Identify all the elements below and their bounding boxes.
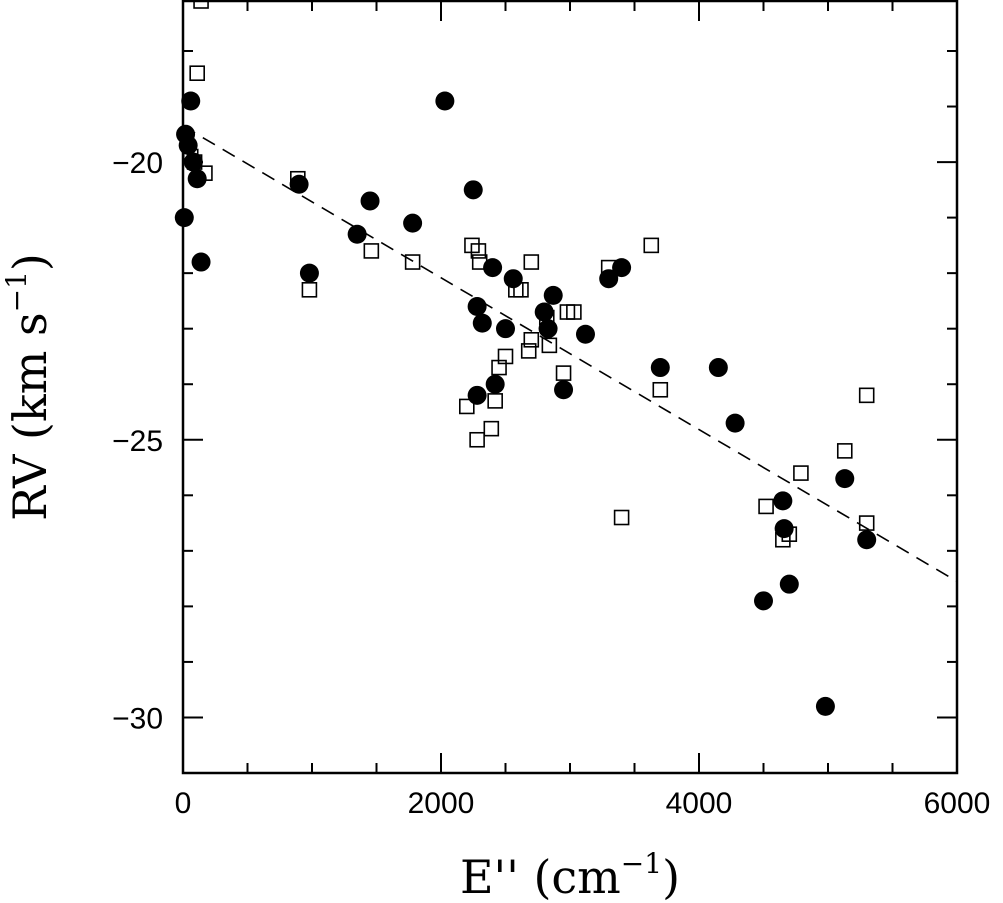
- open-square-point: [555, 365, 572, 381]
- open-square-point: [541, 337, 558, 354]
- axis-ticks: [182, 1, 958, 774]
- filled-circle-point: [543, 285, 563, 305]
- open-square-point: [487, 393, 503, 409]
- open-square-point: [471, 254, 488, 270]
- y-tick-label: −30: [112, 702, 163, 735]
- filled-circle-point: [467, 296, 487, 316]
- open-square-point: [513, 282, 529, 298]
- filled-circle-point: [191, 252, 211, 272]
- filled-circle-point: [725, 413, 745, 433]
- open-square-point: [290, 170, 306, 187]
- y-tick-label: −25: [112, 425, 163, 458]
- x-axis-title: E'' (cm−1): [460, 847, 680, 903]
- filled-circle-point: [815, 696, 835, 716]
- filled-circle-point: [554, 380, 574, 400]
- open-square-point: [483, 420, 500, 437]
- open-square-point: [566, 304, 582, 320]
- open-square-point: [458, 398, 475, 415]
- filled-circle-point: [575, 324, 595, 344]
- filled-circle-point: [857, 530, 877, 550]
- open-square-point: [643, 237, 660, 254]
- filled-circle-point: [181, 91, 201, 111]
- filled-circle-point: [289, 174, 309, 194]
- open-square-point: [858, 515, 875, 531]
- open-square-point: [363, 243, 380, 259]
- open-square-point: [613, 509, 630, 526]
- open-square-point: [758, 498, 774, 515]
- filled-circle-point: [534, 302, 554, 322]
- filled-circle-point: [435, 91, 455, 111]
- open-square-point: [470, 243, 487, 259]
- y-axis-title: RV (km s−1): [0, 253, 57, 521]
- trend-fit-line: [182, 125, 958, 583]
- filled-circle-point: [708, 358, 728, 378]
- open-square-point: [600, 259, 617, 276]
- filled-circle-point: [178, 135, 198, 155]
- open-square-point: [523, 331, 540, 348]
- open-square-point: [858, 387, 875, 404]
- tick-labels: 0 2000 4000 6000 −20 −25 −30: [112, 147, 990, 820]
- open-square-point: [836, 443, 853, 459]
- open-square-point: [538, 309, 555, 326]
- filled-circle-point: [347, 224, 367, 244]
- x-tick-label: 6000: [924, 787, 991, 820]
- open-square-point: [781, 526, 798, 542]
- open-square-point: [182, 148, 199, 165]
- filled-circle-point: [174, 208, 194, 228]
- open-square-point: [652, 381, 669, 398]
- filled-circle-point: [483, 258, 503, 278]
- open-square-point: [193, 0, 209, 9]
- x-tick-label: 2000: [408, 787, 475, 820]
- filled-circle-point: [463, 180, 483, 200]
- filled-circle-point: [496, 319, 515, 339]
- x-tick-label: 0: [175, 787, 192, 820]
- filled-circle-point: [485, 374, 505, 394]
- filled-circle-point: [467, 385, 487, 405]
- open-square-point: [197, 165, 213, 181]
- open-square-point: [186, 154, 203, 170]
- x-tick-label: 4000: [666, 787, 733, 820]
- filled-circle-point: [538, 319, 558, 339]
- open-square-point: [497, 348, 514, 365]
- filled-circle-point: [754, 591, 773, 611]
- filled-circle-point: [403, 213, 423, 233]
- filled-circle-point: [472, 313, 492, 333]
- open-square-point: [523, 254, 540, 270]
- filled-circle-point: [650, 358, 670, 378]
- filled-circle-point: [360, 191, 380, 211]
- open-square-point: [520, 343, 537, 359]
- data-points: [174, 0, 877, 716]
- filled-circle-point: [774, 519, 794, 539]
- open-square-point: [404, 254, 421, 270]
- open-square-point: [793, 465, 809, 481]
- open-square-point: [189, 65, 205, 82]
- filled-circle-point: [299, 263, 319, 283]
- y-tick-label: −20: [112, 147, 163, 180]
- filled-circle-point: [773, 491, 793, 511]
- filled-circle-point: [612, 258, 632, 278]
- filled-circle-point: [835, 469, 855, 489]
- open-square-point: [301, 282, 318, 298]
- open-square-point: [469, 431, 485, 448]
- filled-circle-point: [779, 574, 799, 594]
